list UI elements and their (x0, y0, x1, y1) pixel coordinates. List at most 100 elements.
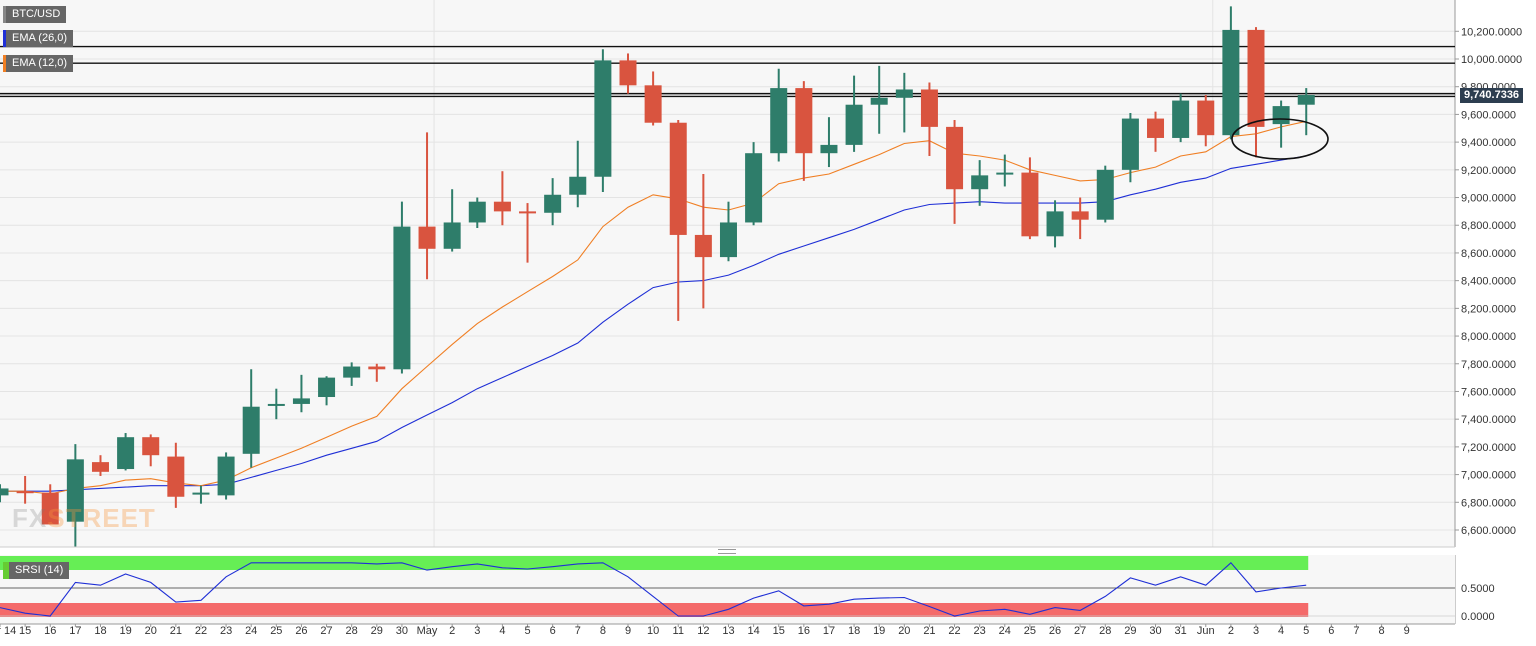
srsi-overbought-zone (0, 556, 1309, 570)
x-tick-label: 16 (798, 625, 810, 637)
legend-srsi[interactable]: SRSI (14) (3, 562, 70, 579)
candle-body (845, 104, 863, 145)
candle-body (292, 398, 310, 404)
candle-body (719, 222, 737, 258)
candle (971, 160, 989, 206)
x-tick-label: 26 (295, 625, 307, 637)
y-tick-label: 7,200.0000 (1461, 442, 1516, 454)
candle (167, 442, 185, 508)
x-tick-label: 3 (474, 625, 480, 637)
candle (1297, 88, 1315, 136)
candle (644, 71, 662, 126)
candle-body (996, 172, 1014, 175)
candle (594, 49, 612, 192)
watermark-part2: STREET (47, 503, 156, 533)
candle-body (468, 201, 486, 223)
srsi-line (0, 562, 1307, 617)
candle (745, 142, 763, 226)
y-tick-label: 8,600.0000 (1461, 248, 1516, 260)
candle-body (1247, 29, 1265, 127)
candle-body (217, 456, 235, 496)
x-tick-label: 26 (1049, 625, 1061, 637)
candle (795, 81, 813, 181)
candle (418, 132, 436, 280)
y-tick-label: 10,200.0000 (1461, 26, 1522, 38)
candle (292, 374, 310, 413)
x-tick-label: 15 (773, 625, 785, 637)
x-tick-label: 7 (575, 625, 581, 637)
candle-body (569, 176, 587, 195)
candle-body (242, 406, 260, 454)
candle-body (343, 366, 361, 378)
pane-resize-handle[interactable] (718, 549, 736, 554)
candle-body (142, 437, 160, 456)
horizontal-levels[interactable] (0, 45, 1455, 98)
candle-body (946, 126, 964, 190)
x-tick-label: 2 (1228, 625, 1234, 637)
srsi-tick-label: 0.5000 (1461, 583, 1495, 595)
y-tick-label: 8,400.0000 (1461, 276, 1516, 288)
current-price-tag: 9,740.7336 (1460, 88, 1524, 103)
x-axis: Apr 1415161718192021222324252627282930Ma… (0, 623, 1455, 637)
candle (996, 154, 1014, 187)
x-tick-label: 19 (119, 625, 131, 637)
y-tick-label: 9,400.0000 (1461, 137, 1516, 149)
x-tick-label: 22 (948, 625, 960, 637)
x-tick-label: 24 (245, 625, 257, 637)
x-tick-label: 3 (1253, 625, 1259, 637)
ema12-swatch (3, 55, 6, 72)
candle-body (795, 88, 813, 154)
candle (1071, 197, 1089, 240)
candle-body (1096, 169, 1114, 220)
fxstreet-watermark: FXSTREET (12, 503, 156, 534)
candle (1222, 6, 1240, 140)
candle (192, 485, 210, 504)
candle (267, 388, 285, 420)
candle-body (544, 194, 562, 213)
candle-body (66, 459, 84, 522)
x-tick-label: 6 (1328, 625, 1334, 637)
candle (845, 75, 863, 152)
x-tick-label: 16 (44, 625, 56, 637)
candle-body (1297, 95, 1315, 105)
x-tick-label: 2 (449, 625, 455, 637)
candle (1247, 27, 1265, 158)
x-tick-label: Jun (1197, 625, 1215, 637)
x-tick-label: 17 (69, 625, 81, 637)
x-tick-label: 23 (220, 625, 232, 637)
x-tick-label: 24 (999, 625, 1011, 637)
annotation-ellipse[interactable] (1231, 118, 1329, 160)
candle (393, 201, 411, 374)
candle-body (167, 456, 185, 497)
legend-ema26[interactable]: EMA (26,0) (3, 30, 74, 47)
y-tick-label: 8,800.0000 (1461, 220, 1516, 232)
candle (16, 475, 34, 504)
x-tick-label: Apr 14 (0, 625, 16, 637)
x-tick-label: 20 (145, 625, 157, 637)
candle (619, 53, 637, 94)
x-tick-label: 25 (1024, 625, 1036, 637)
candle-body (192, 492, 210, 495)
candle (91, 455, 109, 476)
ema26-swatch (3, 30, 6, 47)
candle-body (870, 97, 888, 105)
legend-symbol: BTC/USD (3, 6, 67, 23)
candle (493, 171, 511, 226)
x-tick-label: 12 (697, 625, 709, 637)
y-tick-label: 6,800.0000 (1461, 497, 1516, 509)
y-tick-label: 7,600.0000 (1461, 386, 1516, 398)
legend-ema26-label: EMA (26,0) (12, 32, 68, 44)
x-tick-label: 30 (396, 625, 408, 637)
candle-body (1147, 118, 1165, 138)
candle (519, 203, 537, 263)
symbol-swatch (3, 6, 6, 23)
candle-body (418, 226, 436, 249)
legend-ema12[interactable]: EMA (12,0) (3, 55, 74, 72)
srsi-tick-label: 0.0000 (1461, 611, 1495, 623)
candle (669, 119, 687, 321)
x-tick-label: 19 (873, 625, 885, 637)
candle-body (1121, 118, 1139, 170)
candle (368, 363, 386, 382)
